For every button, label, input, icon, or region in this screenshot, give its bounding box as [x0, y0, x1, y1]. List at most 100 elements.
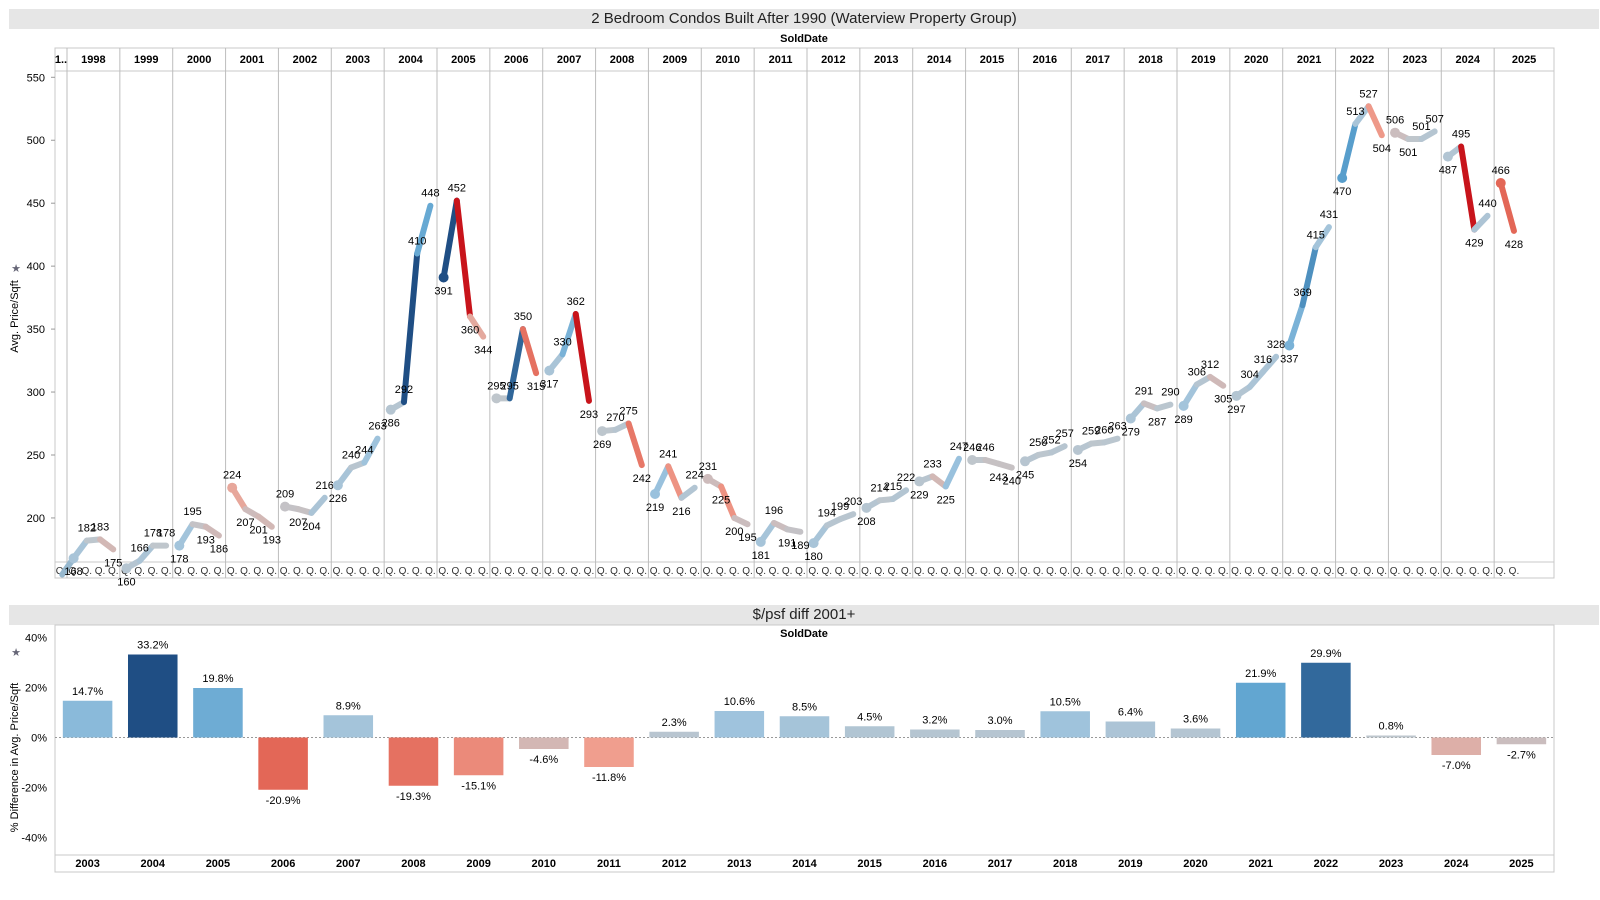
- data-label-top: 362: [567, 296, 585, 308]
- bar: [388, 737, 439, 786]
- data-label-top: 193: [263, 535, 281, 547]
- data-label-bottom: 21.9%: [1245, 668, 1276, 680]
- line-segment: [1207, 373, 1227, 389]
- quarter-label: Q.: [663, 566, 674, 577]
- data-label-bottom: -7.0%: [1442, 760, 1471, 772]
- year-label: 2002: [293, 54, 317, 66]
- line-segment: [1458, 143, 1478, 233]
- x-tick-label-bottom: 2019: [1118, 858, 1142, 870]
- data-label-top: 304: [1240, 369, 1258, 381]
- data-label-top: 297: [1227, 404, 1245, 416]
- y-tick-label-top: 250: [27, 450, 45, 462]
- data-label-bottom: 4.5%: [857, 711, 882, 723]
- quarter-label: Q.: [676, 566, 687, 577]
- data-label-top: 181: [752, 550, 770, 562]
- data-label-bottom: 3.2%: [922, 715, 947, 727]
- data-label-bottom: 8.9%: [336, 700, 361, 712]
- quarter-label: Q.: [333, 566, 344, 577]
- line-segment: [414, 202, 434, 257]
- data-label-top: 241: [659, 448, 677, 460]
- bar: [844, 726, 895, 738]
- quarter-label: Q.: [95, 566, 106, 577]
- bottom-plot-frame: [54, 624, 1555, 873]
- data-label-top: 245: [1016, 469, 1034, 481]
- x-tick-label-bottom: 2020: [1183, 858, 1207, 870]
- data-label-top: 224: [223, 470, 241, 482]
- quarter-label: Q.: [1310, 566, 1321, 577]
- data-label-top: 270: [606, 412, 624, 424]
- line-point: [1495, 178, 1506, 189]
- quarter-label: Q.: [267, 566, 278, 577]
- line-point: [1231, 390, 1242, 401]
- data-label-top: 209: [276, 489, 294, 501]
- x-tick-label-bottom: 2017: [988, 858, 1012, 870]
- quarter-label: Q.: [835, 566, 846, 577]
- line-point: [967, 455, 978, 466]
- data-label-top: 254: [1069, 458, 1087, 470]
- quarter-label: Q.: [967, 566, 978, 577]
- data-label-bottom: 10.5%: [1050, 696, 1081, 708]
- data-label-bottom: 3.0%: [987, 715, 1012, 727]
- line-segment: [559, 310, 579, 358]
- line-segment: [942, 455, 962, 490]
- data-label-top: 166: [130, 543, 148, 555]
- bar: [127, 654, 178, 738]
- data-label-top: 292: [395, 384, 413, 396]
- year-label: 2024: [1455, 54, 1480, 66]
- x-tick-label-bottom: 2015: [857, 858, 881, 870]
- data-label-top: 242: [633, 473, 651, 485]
- line-point: [755, 536, 766, 547]
- line-segment: [625, 420, 645, 469]
- line-point: [1178, 400, 1189, 411]
- quarter-label: Q.: [227, 566, 238, 577]
- quarter-label: Q.: [280, 566, 291, 577]
- data-label-top: 269: [593, 439, 611, 451]
- line-point: [1390, 127, 1401, 138]
- quarter-label: Q.: [1495, 566, 1506, 577]
- quarter-label: Q.: [425, 566, 436, 577]
- quarter-label: Q.: [1297, 566, 1308, 577]
- line-segment: [652, 463, 672, 498]
- year-label: 2025: [1512, 54, 1536, 66]
- bar: [193, 688, 243, 738]
- line-segment: [665, 463, 685, 501]
- line-segment: [837, 511, 857, 523]
- y-tick-label-top: 300: [27, 387, 45, 399]
- quarter-label: Q.: [1046, 566, 1057, 577]
- data-label-top: 216: [315, 480, 333, 492]
- line-segment: [506, 326, 526, 402]
- year-label: 2014: [927, 54, 952, 66]
- y-tick-label-top: 400: [27, 261, 45, 273]
- data-label-top: 229: [910, 489, 928, 501]
- quarter-label: Q.: [1284, 566, 1295, 577]
- quarter-label: Q.: [1244, 566, 1255, 577]
- line-segment: [255, 513, 275, 530]
- line-segment: [718, 483, 738, 521]
- year-label: 2009: [663, 54, 687, 66]
- quarter-label: Q.: [597, 566, 608, 577]
- quarter-label: Q.: [452, 566, 463, 577]
- data-label-top: 391: [434, 285, 452, 297]
- quarter-label: Q.: [518, 566, 529, 577]
- data-label-top: 219: [646, 502, 664, 514]
- line-segment: [678, 484, 698, 501]
- year-label: 2019: [1191, 54, 1215, 66]
- quarter-label: Q.: [319, 566, 330, 577]
- line-segment: [1365, 103, 1385, 139]
- quarter-label: Q.: [716, 566, 727, 577]
- y-axis-label-top: Avg. Price/Sqft: [9, 280, 21, 353]
- quarter-label: Q.: [1377, 566, 1388, 577]
- bar: [1170, 728, 1221, 738]
- quarter-label: Q.: [888, 566, 899, 577]
- year-label: 2022: [1350, 54, 1374, 66]
- year-label: 1999: [134, 54, 158, 66]
- bar: [323, 715, 374, 738]
- y-tick-label-top: 350: [27, 324, 45, 336]
- x-tick-label-bottom: 2025: [1509, 858, 1533, 870]
- data-label-top: 226: [329, 493, 347, 505]
- line-segment: [453, 197, 474, 320]
- quarter-label: Q.: [769, 566, 780, 577]
- year-label: 2007: [557, 54, 581, 66]
- data-label-top: 317: [540, 379, 558, 391]
- quarter-label: Q.: [861, 566, 872, 577]
